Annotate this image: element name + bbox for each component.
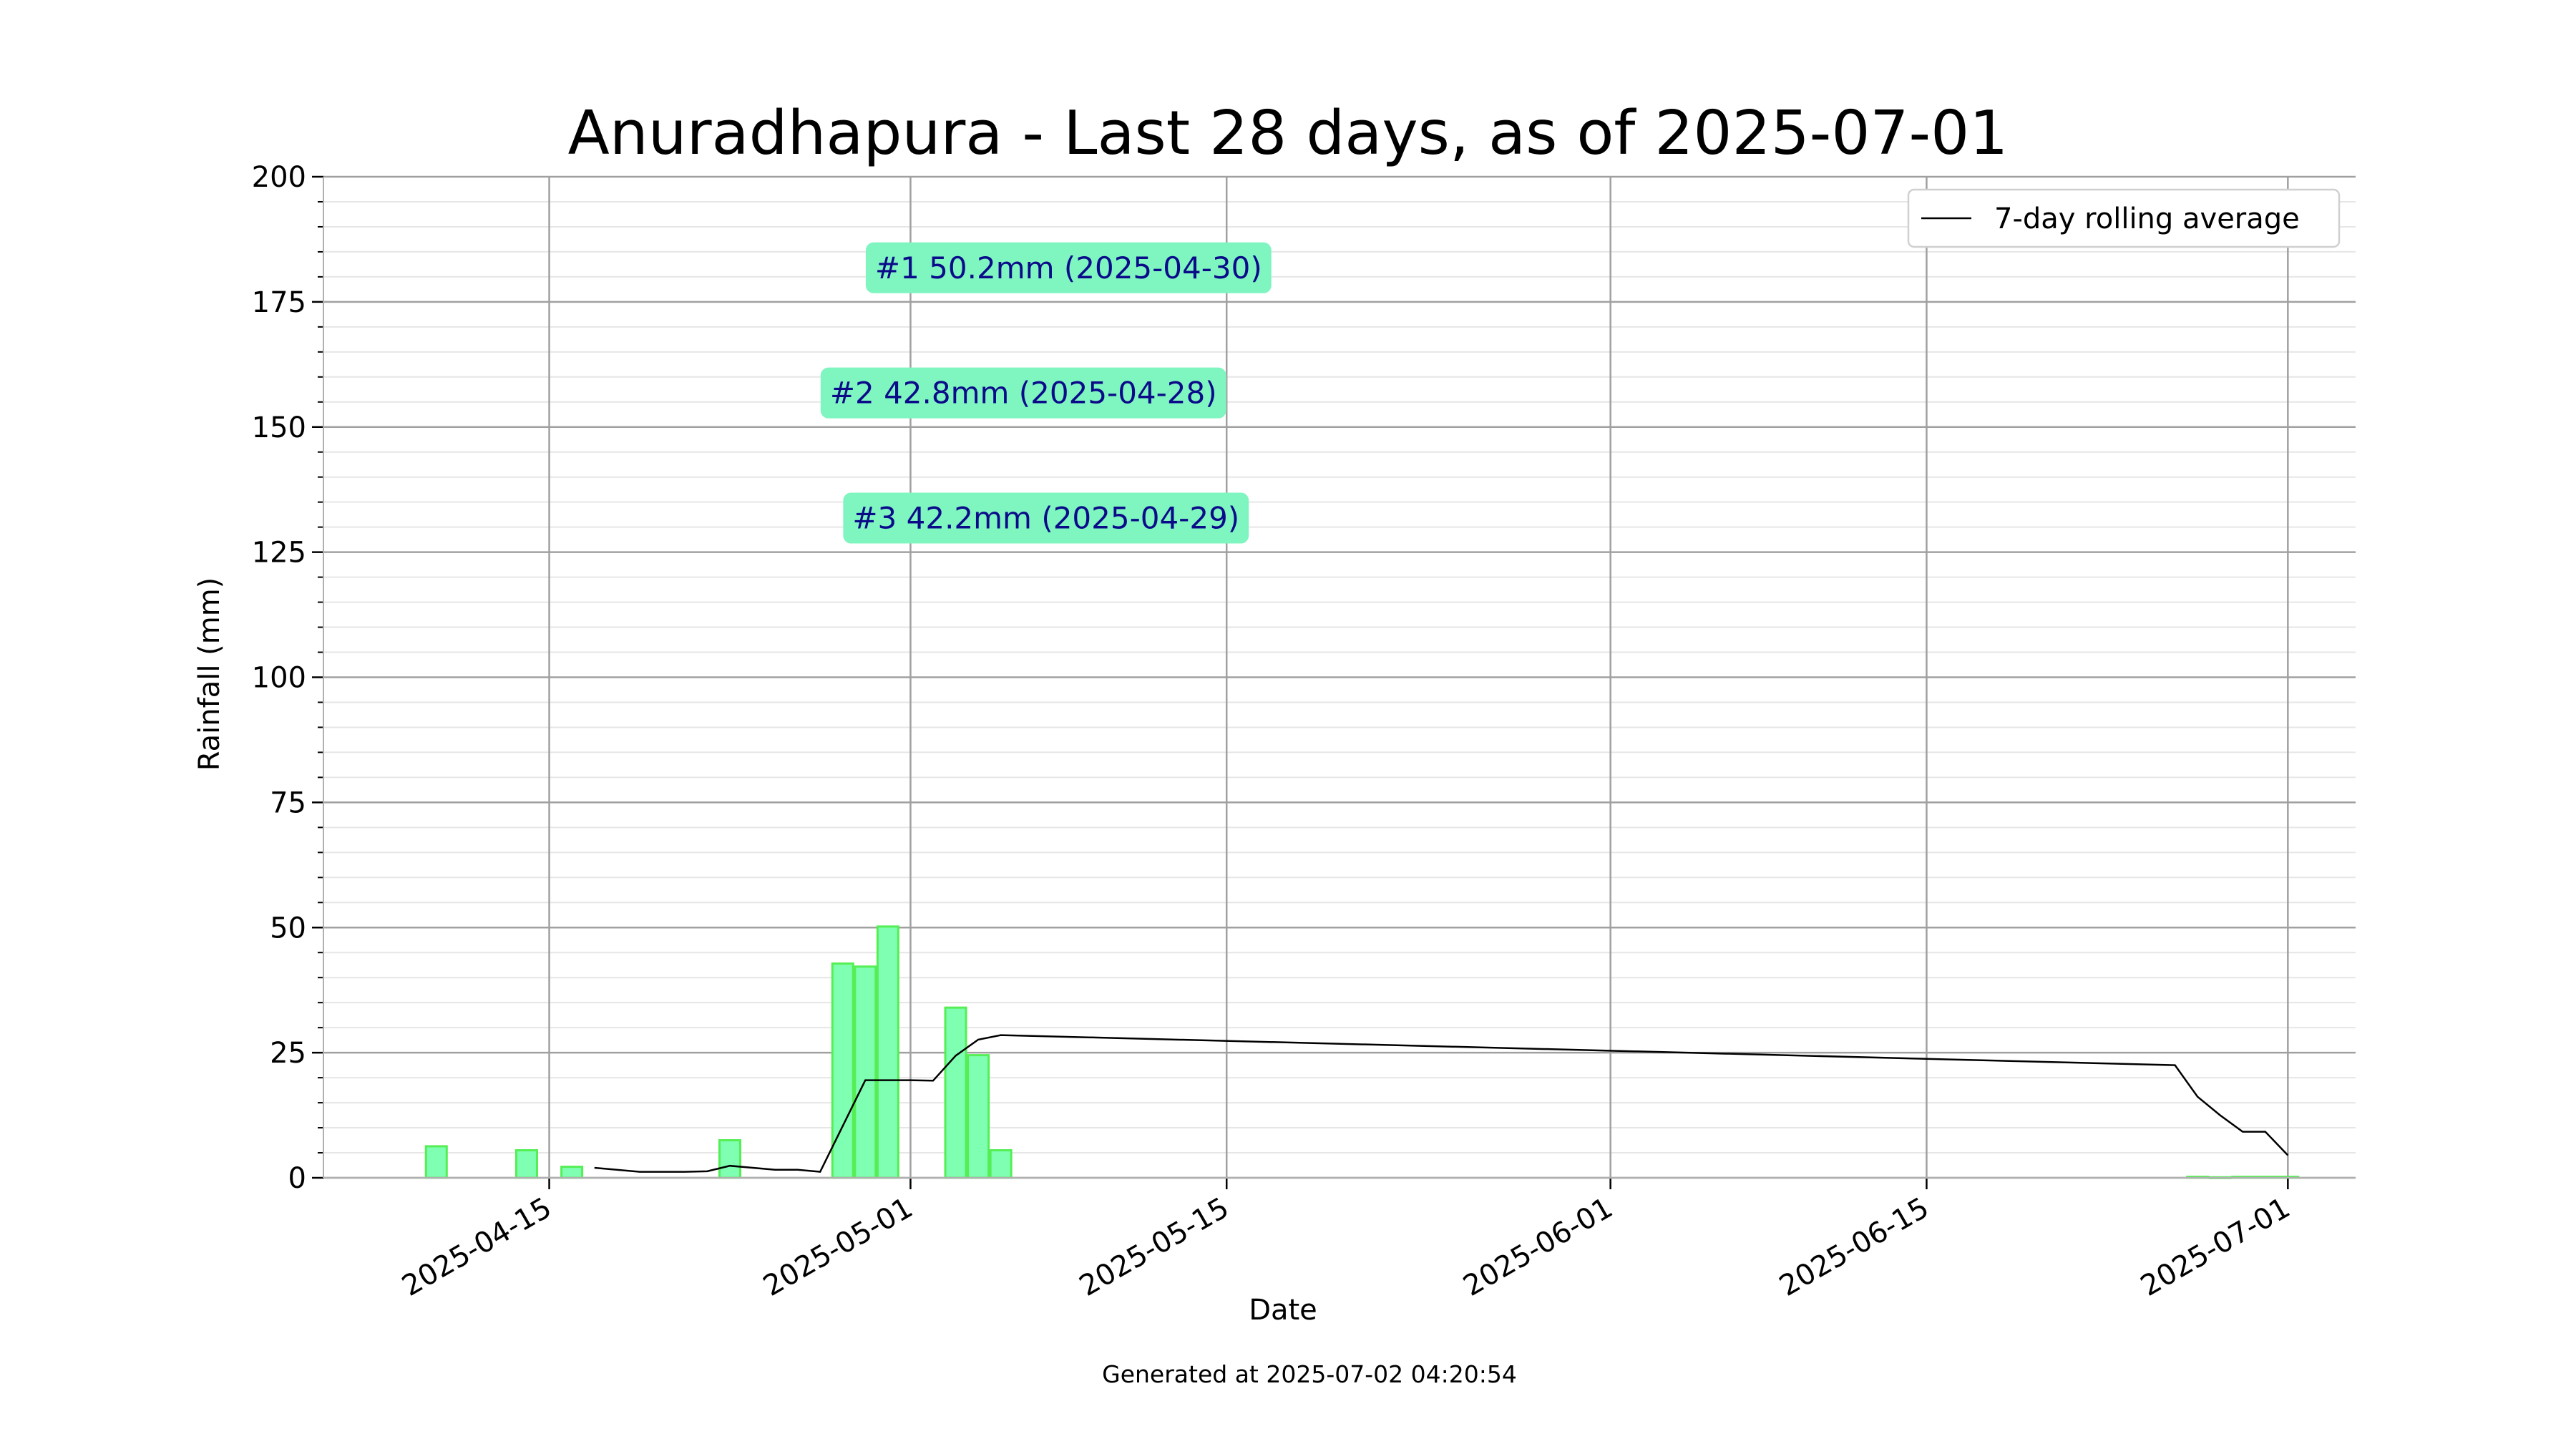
x-tick-label: 2025-05-01 (758, 1191, 918, 1303)
x-tick-label: 2025-04-15 (396, 1191, 557, 1303)
annotation-box (820, 367, 1226, 419)
annotations: #1 50.2mm (2025-04-30) #2 42.8mm (2025-04… (820, 242, 1272, 544)
annotation-box (865, 242, 1272, 293)
rainfall-bar (876, 925, 899, 1179)
rolling-average-path (594, 1034, 2289, 1173)
legend-box (1907, 188, 2341, 248)
top-rainfall-annotation: #1 50.2mm (2025-04-30) (865, 242, 1272, 293)
y-tick-label: 0 (288, 1162, 306, 1195)
rainfall-bar (560, 1166, 584, 1179)
annotation-label: #2 42.8mm (2025-04-28) (830, 376, 1217, 411)
x-tick-label: 2025-05-15 (1074, 1191, 1234, 1303)
rainfall-bar (854, 965, 877, 1179)
y-tick-label: 175 (252, 286, 306, 319)
annotation-box (843, 492, 1249, 544)
axes: 0 25 50 75 100 125 150 175 200 2025-04-15 2025-05-… (252, 161, 2356, 1303)
rainfall-bar (967, 1054, 990, 1179)
y-tick-label: 125 (252, 537, 306, 570)
x-tick-label: 2025-06-15 (1774, 1191, 1934, 1303)
legend-label: 7-day rolling average (1994, 203, 2300, 235)
x-tick-label: 2025-06-01 (1458, 1191, 1618, 1303)
rolling-average-line (594, 1034, 2289, 1173)
top-rainfall-annotation: #3 42.2mm (2025-04-29) (843, 492, 1249, 544)
y-tick-label: 25 (270, 1037, 306, 1070)
y-tick-label: 200 (252, 161, 306, 194)
y-tick-label: 150 (252, 411, 306, 444)
annotation-label: #3 42.2mm (2025-04-29) (852, 501, 1239, 536)
y-tick-label: 75 (270, 786, 306, 819)
rainfall-bar (718, 1139, 742, 1179)
y-tick-label: 50 (270, 912, 306, 945)
x-axis-title: Date (1249, 1294, 1317, 1327)
bars (424, 925, 2300, 1179)
rainfall-bar (944, 1006, 967, 1179)
y-axis-title: Rainfall (mm) (193, 577, 226, 771)
footer-generated-at: Generated at 2025-07-02 04:20:54 (1102, 1360, 1517, 1388)
legend: 7-day rolling average (1907, 188, 2341, 248)
grid (323, 175, 2356, 1179)
rainfall-bar (989, 1149, 1013, 1179)
rainfall-bar (424, 1145, 448, 1179)
top-rainfall-annotation: #2 42.8mm (2025-04-28) (820, 367, 1226, 419)
x-tick-label: 2025-07-01 (2135, 1191, 2296, 1303)
rainfall-bar (514, 1149, 539, 1179)
chart-title: Anuradhapura - Last 28 days, as of 2025-… (568, 98, 2009, 169)
annotation-label: #1 50.2mm (2025-04-30) (875, 250, 1262, 286)
rainfall-bar (831, 962, 854, 1179)
y-tick-label: 100 (252, 662, 306, 695)
